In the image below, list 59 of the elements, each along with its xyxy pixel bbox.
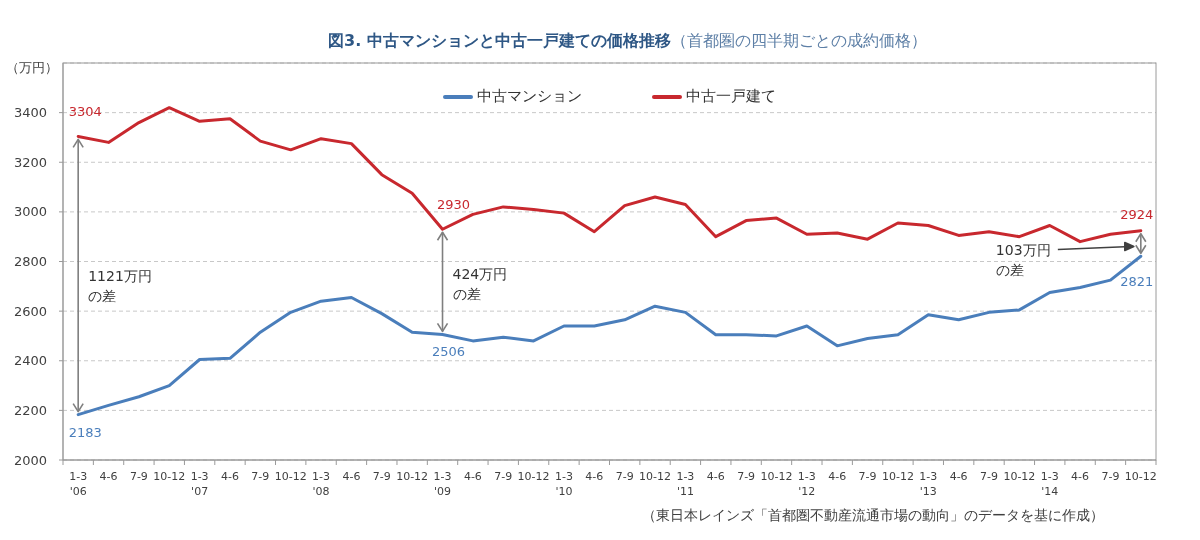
x-tick-label: 1-3 '08 [312,470,331,498]
x-tick-label: 10-12 [517,470,550,483]
x-tick-label: 4-6 [221,470,239,483]
y-tick-label: 2000 [13,452,47,468]
x-tick-label: 10-12 [760,470,793,483]
annotation: 424万円の差 [452,265,508,302]
x-tick-label: 7-9 [858,470,877,483]
x-tick-label: 10-12 [274,470,307,483]
chart-subtitle: （首都圏の四半期ごとの成約価格） [670,31,927,50]
chart-title: 図3. 中古マンションと中古一戸建ての価格推移 [328,31,671,50]
data-label: 3304 [68,104,102,120]
x-tick-label: 1-3 '11 [676,470,695,498]
data-label: 2821 [1120,274,1154,290]
x-tick-label: 7-9 [251,470,270,483]
y-tick-label: 3400 [13,105,47,121]
text: （東日本レインズ「首都圏不動産流通市場の動向」のデータを基に作成） [642,507,1104,525]
data-label: 2924 [1120,206,1154,222]
x-tick-label: 4-6 [99,470,118,483]
legend-label: 中古マンション [477,87,582,106]
x-tick-label: 10-12 [1003,470,1036,483]
y-tick-label: 3200 [13,154,47,170]
x-tick-label: 7-9 [1101,470,1120,483]
annotation: 1121万円の差 [88,267,152,304]
x-tick-label: 4-6 [828,470,847,483]
x-tick-label: 4-6 [949,470,968,483]
y-tick-label: 2400 [13,353,47,369]
x-tick-label: 1-3 '07 [190,470,209,498]
x-tick-label: 7-9 [129,470,148,483]
x-tick-label: 4-6 [342,470,361,483]
x-tick-label: 1-3 '06 [69,470,88,498]
x-tick-label: 10-12 [396,470,429,483]
x-tick-label: 7-9 [615,470,634,483]
data-label: 2506 [431,344,466,360]
x-tick-label: 10-12 [881,470,914,483]
x-tick-label: 7-9 [980,470,998,483]
legend-label: 中古一戸建て [686,87,776,106]
x-tick-label: 10-12 [639,470,672,483]
x-tick-label: 4-6 [706,470,725,483]
x-tick-label: 10-12 [1124,470,1157,483]
x-tick-label: 4-6 [463,470,482,483]
data-label: 2930 [436,197,471,213]
y-tick-label: 2600 [13,303,47,319]
x-tick-label: 1-3 '10 [554,470,573,498]
y-tick-label: 2200 [13,402,47,418]
x-tick-label: 10-12 [153,470,186,483]
data-label: 2183 [68,424,102,440]
x-tick-label: 1-3 '14 [1040,470,1059,498]
y-tick-label: 2800 [13,254,47,270]
x-tick-label: 1-3 '09 [433,470,452,498]
x-tick-label: 4-6 [1071,470,1090,483]
x-tick-label: 4-6 [585,470,604,483]
y-tick-label: 3000 [13,204,47,220]
x-tick-label: 7-9 [737,470,756,483]
x-tick-label: 7-9 [372,470,391,483]
y-axis-title: （万円） [6,59,58,77]
x-tick-label: 1-3 '12 [797,470,816,498]
x-tick-label: 1-3 '13 [919,470,938,498]
x-tick-label: 7-9 [494,470,513,483]
annotation: 103万円の差 [995,241,1051,278]
